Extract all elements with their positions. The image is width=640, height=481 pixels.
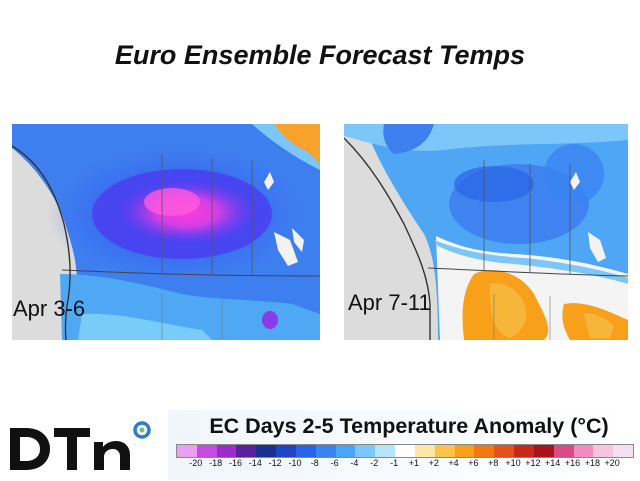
legend-swatch bbox=[514, 445, 534, 457]
temperature-anomaly-map-right bbox=[344, 124, 628, 340]
legend-tick-label: -8 bbox=[310, 458, 319, 468]
map-label-apr-7-11: Apr 7-11 bbox=[348, 290, 431, 315]
legend-tick-label: -14 bbox=[248, 458, 262, 468]
legend-tick-label: +12 bbox=[525, 458, 541, 468]
legend-swatch bbox=[216, 445, 237, 457]
legend-tick-label: -10 bbox=[288, 458, 302, 468]
legend-tick-label: +20 bbox=[604, 458, 620, 468]
legend-tick-label: +2 bbox=[428, 458, 439, 468]
legend-swatch bbox=[395, 445, 415, 457]
legend-tick-label: -2 bbox=[370, 458, 379, 468]
temperature-anomaly-map-left bbox=[12, 124, 320, 340]
legend-tick-labels: -20 -18 -16 -14 -12 -10 -8 -6 -4 -2 -1 +1 +2 +4 +6 +8 +1… bbox=[176, 458, 632, 472]
legend-tick-label: -20 bbox=[189, 458, 203, 468]
legend-swatch bbox=[593, 445, 614, 457]
legend-swatch bbox=[276, 445, 296, 457]
legend-tick-label: -4 bbox=[350, 458, 359, 468]
page-title: Euro Ensemble Forecast Temps bbox=[114, 40, 526, 70]
dtn-logo-graphic bbox=[10, 421, 151, 470]
legend-tick-label: -18 bbox=[209, 458, 223, 468]
legend-swatch bbox=[553, 445, 574, 457]
legend-tick-label: +18 bbox=[584, 458, 600, 468]
legend-tick-label: -12 bbox=[268, 458, 282, 468]
map-label-apr-3-6: Apr 3-6 bbox=[13, 296, 86, 321]
legend-swatch bbox=[355, 445, 376, 457]
legend-swatch bbox=[177, 445, 197, 457]
legend-tick-label: +1 bbox=[408, 458, 420, 468]
legend-tick-label: +4 bbox=[448, 458, 459, 468]
legend-swatch bbox=[256, 445, 277, 457]
dtn-logo bbox=[6, 420, 166, 476]
forecast-map-apr-7-11 bbox=[344, 124, 628, 340]
legend-swatch bbox=[454, 445, 475, 457]
legend-tick-label: +8 bbox=[488, 458, 499, 468]
legend-tick-label: -6 bbox=[330, 458, 339, 468]
legend-swatch bbox=[414, 445, 435, 457]
legend-swatch bbox=[613, 445, 634, 457]
legend-tick-label: +6 bbox=[468, 458, 479, 468]
legend-tick-label: -1 bbox=[390, 458, 399, 468]
forecast-map-apr-3-6 bbox=[12, 124, 320, 340]
legend-tick-label: +16 bbox=[564, 458, 581, 468]
legend-swatch bbox=[573, 445, 594, 457]
legend-swatch bbox=[315, 445, 336, 457]
legend-swatch bbox=[335, 445, 356, 457]
legend-swatch bbox=[474, 445, 495, 457]
legend-swatch bbox=[494, 445, 515, 457]
legend-tick-label: +10 bbox=[505, 458, 521, 468]
legend-swatch bbox=[295, 445, 316, 457]
legend-swatch bbox=[196, 445, 217, 457]
legend-swatch bbox=[533, 445, 554, 457]
legend-swatch bbox=[375, 445, 396, 457]
legend-tick-label: -16 bbox=[228, 458, 242, 468]
legend-title: EC Days 2-5 Temperature Anomaly (°C) bbox=[209, 414, 609, 438]
legend-swatch bbox=[434, 445, 455, 457]
legend-swatch bbox=[236, 445, 257, 457]
legend-tick-label: +14 bbox=[545, 458, 561, 468]
legend-color-bar bbox=[176, 444, 634, 458]
